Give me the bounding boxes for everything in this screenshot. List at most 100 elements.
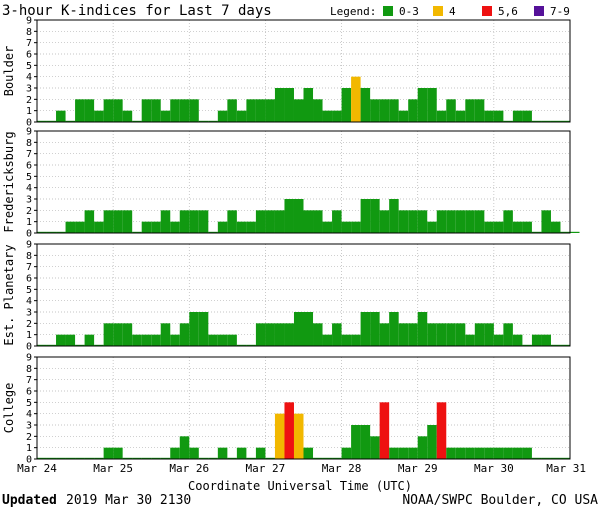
bar xyxy=(332,323,342,346)
bar xyxy=(103,210,114,233)
bar xyxy=(255,447,266,459)
bar xyxy=(550,221,561,233)
bar xyxy=(379,402,390,459)
bar xyxy=(474,210,485,233)
bar xyxy=(313,323,323,346)
bar xyxy=(455,323,466,346)
bar xyxy=(56,334,66,346)
bar xyxy=(541,334,551,346)
bar xyxy=(341,447,352,459)
bar xyxy=(360,425,371,459)
bar xyxy=(503,323,513,346)
x-tick-label: Mar 26 xyxy=(169,462,209,475)
bar xyxy=(151,334,161,346)
bar xyxy=(189,99,199,122)
bar xyxy=(255,99,266,122)
bar xyxy=(351,334,361,346)
bar xyxy=(284,402,294,459)
bar xyxy=(341,88,352,122)
y-tick-label: 1 xyxy=(26,217,32,228)
y-tick-label: 1 xyxy=(26,443,32,454)
bar xyxy=(446,323,456,346)
bar xyxy=(189,312,199,346)
bar xyxy=(341,334,352,346)
bar xyxy=(103,99,114,122)
y-tick-label: 6 xyxy=(26,161,32,172)
bar xyxy=(436,323,447,346)
bar xyxy=(151,99,161,122)
bar xyxy=(75,221,85,233)
bar xyxy=(94,110,104,122)
bar xyxy=(170,99,180,122)
bar xyxy=(341,221,352,233)
y-tick-label: 2 xyxy=(26,95,32,106)
bar xyxy=(265,99,275,122)
bar xyxy=(208,334,218,346)
bar xyxy=(293,99,304,122)
bar xyxy=(503,447,513,459)
y-tick-label: 6 xyxy=(26,50,32,61)
legend-swatch xyxy=(482,6,492,16)
bar xyxy=(522,447,532,459)
bar xyxy=(531,334,542,346)
bar xyxy=(265,323,275,346)
y-tick-label: 3 xyxy=(26,195,32,206)
bar xyxy=(293,413,304,459)
bar xyxy=(474,447,485,459)
y-tick-label: 6 xyxy=(26,274,32,285)
bar xyxy=(160,210,171,233)
bar xyxy=(465,447,475,459)
credit-text: NOAA/SWPC Boulder, CO USA xyxy=(402,493,598,508)
bar xyxy=(446,210,456,233)
y-tick-label: 1 xyxy=(26,106,32,117)
bar xyxy=(313,210,323,233)
bar xyxy=(179,436,190,459)
bar xyxy=(493,110,504,122)
bar xyxy=(56,110,66,122)
bar xyxy=(113,210,123,233)
updated-value: 2019 Mar 30 2130 xyxy=(66,493,191,508)
bar xyxy=(446,99,456,122)
panel-frame xyxy=(36,19,571,123)
x-tick-label: Mar 31 xyxy=(546,462,586,475)
y-tick-label: 9 xyxy=(26,240,32,251)
bar xyxy=(493,334,504,346)
bar xyxy=(455,110,466,122)
legend-label: 4 xyxy=(449,5,456,18)
bar xyxy=(332,110,342,122)
y-tick-label: 5 xyxy=(26,61,32,72)
bar xyxy=(170,447,180,459)
y-tick-label: 5 xyxy=(26,285,32,296)
bar xyxy=(227,210,237,233)
chart-title: 3-hour K-indices for Last 7 days xyxy=(2,3,272,19)
bar xyxy=(303,88,314,122)
bar xyxy=(65,334,76,346)
bar xyxy=(446,447,456,459)
legend-label: 0-3 xyxy=(399,5,419,18)
y-tick-label: 3 xyxy=(26,84,32,95)
y-tick-label: 4 xyxy=(26,72,32,83)
bar xyxy=(322,110,333,122)
bar xyxy=(351,221,361,233)
y-tick-label: 8 xyxy=(26,27,32,38)
bar xyxy=(293,312,304,346)
legend-swatch xyxy=(383,6,393,16)
bar xyxy=(493,221,504,233)
bar xyxy=(132,334,142,346)
x-tick-label: Mar 30 xyxy=(474,462,514,475)
bar xyxy=(474,99,485,122)
bar xyxy=(170,334,180,346)
bar xyxy=(274,210,285,233)
y-tick-label: 3 xyxy=(26,421,32,432)
y-tick-label: 7 xyxy=(26,38,32,49)
y-tick-label: 4 xyxy=(26,296,32,307)
bar xyxy=(465,334,475,346)
bar xyxy=(408,447,418,459)
bar xyxy=(465,210,475,233)
y-tick-label: 9 xyxy=(26,353,32,364)
panel-label: College xyxy=(2,383,16,434)
x-tick-labels: Mar 24 Mar 25 Mar 26 Mar 27 Mar 28 Mar 29 Mar … xyxy=(17,462,586,475)
bar xyxy=(408,210,418,233)
